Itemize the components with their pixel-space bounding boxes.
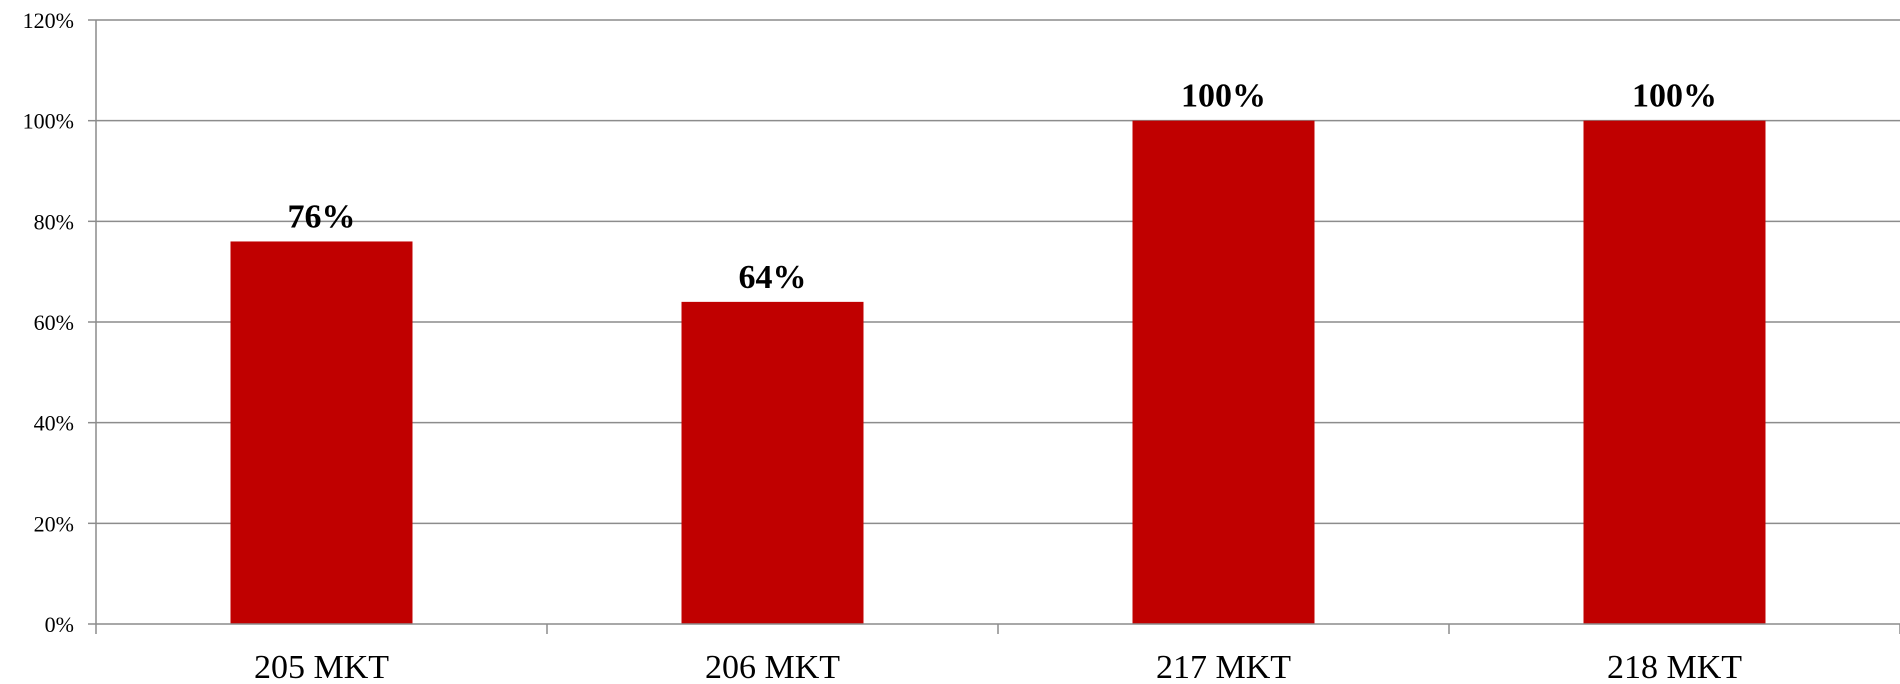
x-category-label: 205 MKT [254, 649, 389, 684]
bars [230, 120, 1766, 625]
y-tick-label: 100% [23, 109, 74, 134]
bar [230, 241, 413, 624]
y-tick-label: 60% [34, 310, 74, 335]
x-category-label: 218 MKT [1607, 649, 1742, 684]
data-label: 76% [288, 198, 356, 235]
data-label: 100% [1181, 78, 1266, 115]
data-label: 64% [739, 259, 807, 296]
bar [681, 301, 864, 624]
y-tick-label: 120% [23, 8, 74, 33]
x-category-label: 217 MKT [1156, 649, 1291, 684]
bar [1132, 120, 1315, 625]
y-tick-label: 80% [34, 209, 74, 234]
axes [88, 19, 1900, 634]
y-tick-label: 40% [34, 411, 74, 436]
y-tick-label: 20% [34, 511, 74, 536]
x-category-label: 206 MKT [705, 649, 840, 684]
bar [1583, 120, 1766, 625]
y-tick-label: 0% [45, 612, 74, 637]
data-label: 100% [1632, 78, 1717, 115]
labels: 0% 20% 40% 60% 80% 100% 120% 76% 205 MKT 64% 206 M… [23, 8, 1743, 684]
